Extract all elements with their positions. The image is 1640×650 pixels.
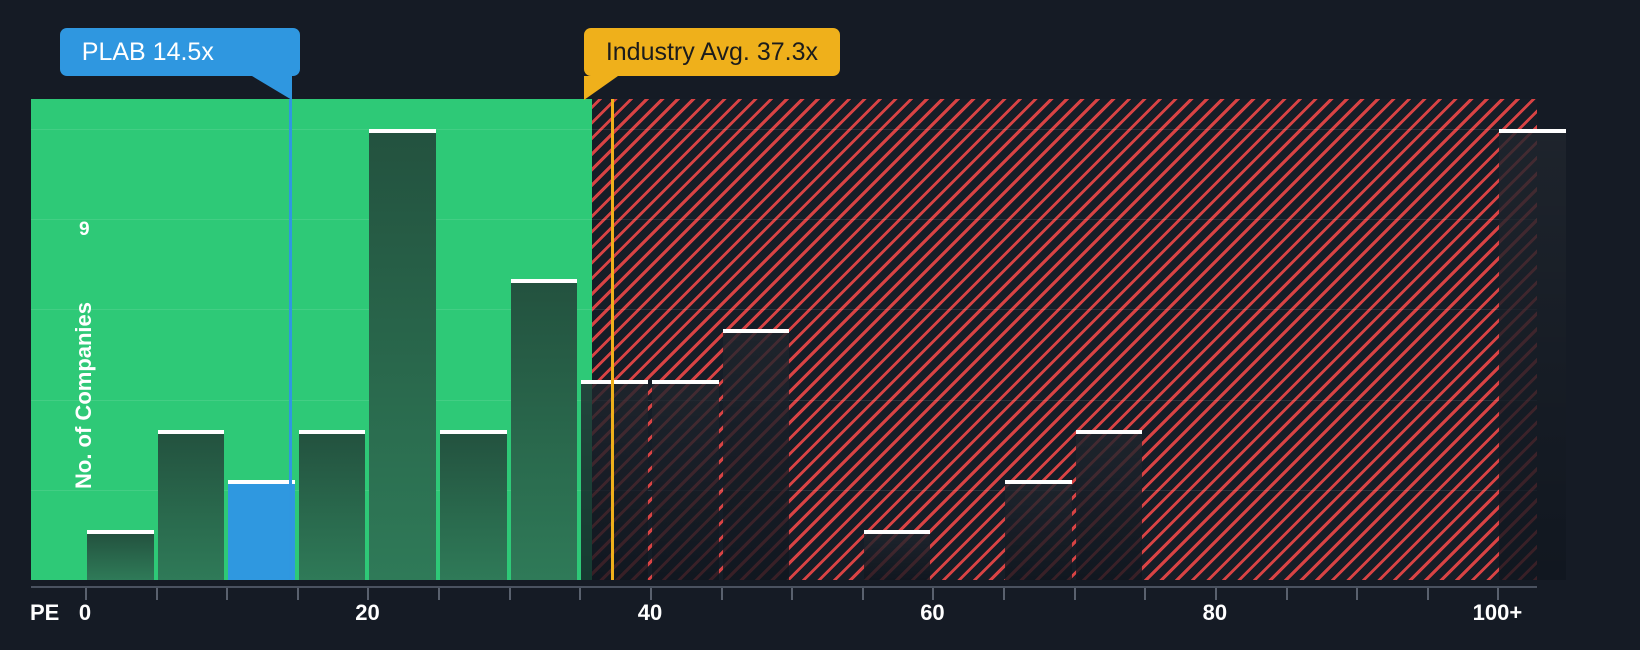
bar-cap [440, 429, 507, 434]
bar-body [440, 433, 507, 580]
histogram-bar[interactable] [369, 129, 437, 580]
plot-area: 9 No. of Companies [31, 99, 1566, 580]
x-axis-tick [226, 588, 229, 600]
bar-body [1005, 483, 1072, 580]
x-axis-label: 100+ [1472, 600, 1523, 625]
company-callout-tail [251, 76, 292, 100]
x-axis-tick [720, 588, 723, 600]
industry-callout-label[interactable]: Industry Avg. 37.3x [583, 28, 840, 76]
bar-body [722, 333, 790, 580]
x-axis-tick [861, 588, 864, 600]
x-axis-line [31, 586, 1537, 588]
x-axis-tick [1003, 588, 1006, 600]
x-axis-tick [579, 588, 582, 600]
bar-body [1499, 133, 1566, 580]
histogram-bar[interactable] [87, 529, 154, 580]
industry-marker-line [610, 99, 614, 580]
histogram-bar[interactable] [581, 379, 648, 580]
bar-cap [581, 379, 648, 384]
histogram-bar[interactable] [510, 279, 578, 580]
bar-cap [722, 329, 790, 334]
x-axis-tick [1356, 588, 1359, 600]
histogram-bar[interactable] [440, 429, 507, 580]
x-axis-label: 80 [1202, 600, 1228, 625]
histogram-bar[interactable] [1075, 429, 1143, 580]
histogram-bar[interactable] [1005, 479, 1072, 580]
histogram-bar[interactable] [298, 429, 366, 580]
histogram-bar[interactable] [228, 479, 295, 580]
x-axis-tick [932, 588, 935, 600]
x-axis-label: 60 [920, 600, 945, 625]
bar-body [87, 533, 154, 580]
x-axis-tick [649, 588, 652, 600]
x-axis-tick [438, 588, 441, 600]
y-axis-max-label: 9 [79, 219, 90, 240]
industry-callout-tail [583, 76, 618, 100]
bar-cap [510, 279, 578, 284]
x-axis-tick [155, 588, 158, 600]
bar-cap [87, 529, 154, 534]
x-axis-label: 20 [355, 600, 380, 625]
bar-cap [1499, 129, 1566, 134]
x-axis-tick [791, 588, 794, 600]
gridline [31, 219, 1537, 221]
bar-cap [651, 379, 719, 384]
x-axis-tick [1426, 588, 1429, 600]
bar-body [369, 133, 437, 580]
gridline [31, 129, 1537, 131]
x-axis-tick [1285, 588, 1288, 600]
histogram-bar[interactable] [651, 379, 719, 580]
bar-body [651, 383, 719, 580]
x-axis-prefix-label: PE [30, 600, 60, 625]
company-marker-line [288, 99, 292, 580]
bar-cap [863, 529, 931, 534]
histogram-bar[interactable] [722, 329, 790, 580]
x-axis-tick [1497, 588, 1500, 600]
bar-body [298, 433, 366, 580]
bar-body [863, 533, 931, 580]
bar-cap [298, 429, 366, 434]
company-callout-label[interactable]: PLAB 14.5x [59, 28, 300, 76]
x-axis-label: 0 [78, 600, 92, 625]
bar-cap [1075, 429, 1143, 434]
histogram-bar[interactable] [157, 429, 225, 580]
x-axis-tick [1073, 588, 1076, 600]
bar-cap [1005, 479, 1072, 484]
bar-body [228, 483, 295, 580]
x-axis-tick [1144, 588, 1147, 600]
bar-body [510, 283, 578, 580]
x-axis-tick [85, 588, 87, 600]
bar-body [157, 433, 225, 580]
bar-body [1075, 433, 1143, 580]
x-axis-tick [1214, 588, 1217, 600]
histogram-bar[interactable] [863, 529, 931, 580]
x-axis-tick [367, 588, 370, 600]
x-axis-tick [508, 588, 511, 600]
bar-body [581, 383, 648, 580]
histogram-bar[interactable] [1499, 129, 1566, 580]
bar-cap [157, 429, 225, 434]
bar-cap [369, 129, 437, 134]
y-axis-title: No. of Companies [71, 301, 96, 489]
gridline [31, 309, 1537, 311]
bar-cap [228, 479, 295, 484]
x-axis-label: 40 [637, 600, 663, 625]
x-axis-tick [296, 588, 299, 600]
